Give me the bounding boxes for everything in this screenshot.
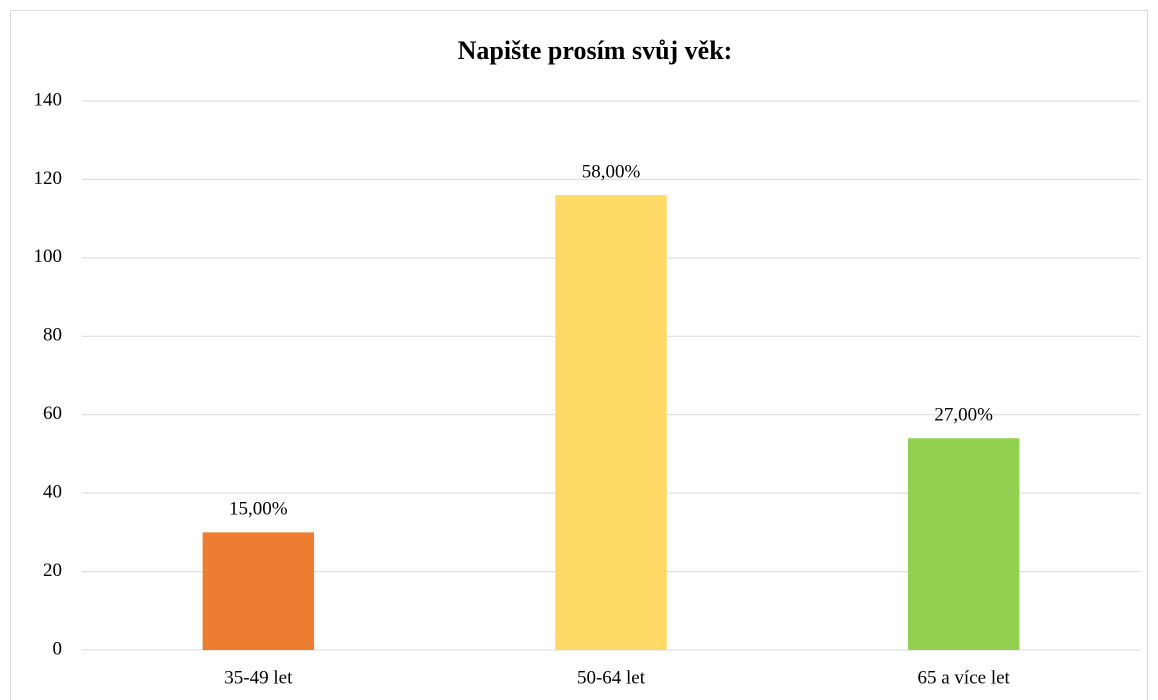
x-tick-label: 65 a více let <box>918 667 1011 688</box>
y-tick-label: 120 <box>34 168 63 189</box>
y-tick-label: 140 <box>34 89 63 110</box>
y-tick-label: 20 <box>43 560 62 581</box>
bar <box>555 195 667 650</box>
y-tick-label: 40 <box>43 482 62 503</box>
data-label: 27,00% <box>934 405 993 426</box>
y-tick-label: 60 <box>43 403 62 424</box>
y-tick-label: 80 <box>43 325 62 346</box>
data-label: 15,00% <box>229 499 288 520</box>
bar <box>907 438 1020 650</box>
bar <box>202 532 315 650</box>
x-tick-label: 50-64 let <box>577 667 646 688</box>
x-tick-label: 35-49 let <box>224 667 293 688</box>
data-label: 58,00% <box>582 161 641 182</box>
y-tick-label: 0 <box>53 638 63 659</box>
y-tick-label: 100 <box>34 246 63 267</box>
chart-title: Napište prosím svůj věk: <box>458 36 733 65</box>
